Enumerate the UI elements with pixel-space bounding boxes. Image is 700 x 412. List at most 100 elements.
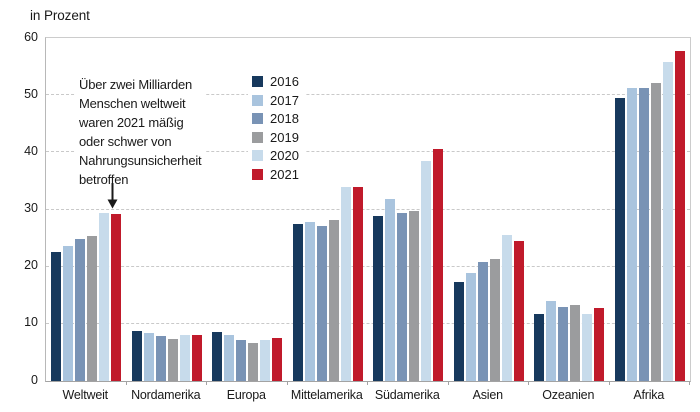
gridline-40 <box>46 151 690 153</box>
legend-item-2018: 2018 <box>252 111 299 126</box>
bar-group-südamerika <box>368 38 449 381</box>
y-axis-tick-label-10: 10 <box>24 315 38 330</box>
legend-swatch-2020 <box>252 150 263 161</box>
bar-group-europa <box>207 38 288 381</box>
bar-afrika-2018 <box>638 88 649 381</box>
bar-nordamerika-2017 <box>143 332 154 381</box>
x-axis-label-europa: Europa <box>226 388 266 402</box>
y-axis-tick-label-40: 40 <box>24 143 38 158</box>
bar-weltweit-2021 <box>111 214 122 381</box>
bar-europa-2019 <box>248 342 259 381</box>
legend-swatch-2017 <box>252 94 263 106</box>
bar-afrika-2021 <box>674 51 685 381</box>
bar-group-afrika <box>610 38 691 381</box>
x-axis-label-weltweit: Weltweit <box>62 388 109 402</box>
bar-weltweit-2016 <box>51 252 62 381</box>
bar-ozeanien-2019 <box>570 304 581 381</box>
x-axis-label-mittelamerika: Mittelamerika <box>290 388 363 402</box>
bar-group-nordamerika <box>127 38 208 381</box>
x-axis-label-afrika: Afrika <box>633 388 665 402</box>
bar-asien-2021 <box>513 240 524 381</box>
x-axis-tick <box>447 381 449 385</box>
legend-swatch-2021 <box>252 168 263 180</box>
legend-item-2017: 2017 <box>252 92 299 108</box>
bar-ozeanien-2016 <box>534 314 545 381</box>
bar-südamerika-2019 <box>409 210 420 381</box>
x-axis-tick <box>608 381 610 385</box>
bar-group-mittelamerika <box>288 38 369 381</box>
bar-afrika-2020 <box>662 62 673 381</box>
bar-asien-2016 <box>453 281 464 381</box>
x-axis-label-südamerika: Südamerika <box>374 388 440 402</box>
bar-ozeanien-2017 <box>546 300 557 381</box>
bar-mittelamerika-2019 <box>328 219 339 381</box>
legend-swatch-2019 <box>252 131 263 143</box>
x-axis-tick <box>367 381 368 385</box>
bar-asien-2019 <box>489 259 500 381</box>
bar-ozeanien-2021 <box>594 308 605 381</box>
bar-europa-2018 <box>236 339 247 381</box>
legend-label-2017: 2017 <box>270 92 299 108</box>
legend-item-2020: 2020 <box>252 148 299 163</box>
x-axis-tick <box>286 381 288 385</box>
bar-afrika-2019 <box>650 82 661 381</box>
bar-europa-2021 <box>272 337 283 381</box>
bar-mittelamerika-2017 <box>304 221 315 381</box>
bar-mittelamerika-2018 <box>316 225 327 381</box>
bar-weltweit-2019 <box>87 236 98 381</box>
bar-group-weltweit <box>46 38 127 381</box>
x-axis-tick <box>528 381 529 385</box>
bar-europa-2020 <box>260 339 271 381</box>
annotation-arrow-icon <box>107 183 118 209</box>
bar-asien-2020 <box>501 234 512 381</box>
chart-title: in Prozent <box>30 8 90 23</box>
gridline-10 <box>46 322 690 324</box>
x-axis-tick <box>125 381 127 385</box>
x-axis-tick <box>689 381 690 385</box>
bar-mittelamerika-2020 <box>340 186 351 381</box>
y-axis-tick-label-30: 30 <box>24 201 38 215</box>
bar-weltweit-2017 <box>63 245 74 381</box>
bar-südamerika-2018 <box>397 212 408 381</box>
legend: 2016 2017 2018 2019 2020 2021 <box>248 73 305 183</box>
bar-südamerika-2017 <box>385 199 396 381</box>
bar-ozeanien-2020 <box>582 314 593 381</box>
bar-mittelamerika-2016 <box>292 224 303 381</box>
y-axis-tick-label-0: 0 <box>31 372 38 387</box>
y-axis-tick-label-20: 20 <box>24 258 38 273</box>
bar-asien-2018 <box>477 261 488 381</box>
gridline-20 <box>46 265 690 267</box>
bar-weltweit-2020 <box>99 212 110 381</box>
bar-asien-2017 <box>465 272 476 381</box>
y-axis-tick-label-60: 60 <box>24 29 38 44</box>
bar-group-ozeanien <box>529 38 610 381</box>
bar-ozeanien-2018 <box>558 306 569 381</box>
bar-mittelamerika-2021 <box>352 187 363 381</box>
x-axis-label-ozeanien: Ozeanien <box>542 388 595 402</box>
bar-südamerika-2021 <box>433 148 444 381</box>
bar-europa-2017 <box>224 334 235 381</box>
bar-nordamerika-2021 <box>191 334 202 381</box>
bar-afrika-2016 <box>614 98 625 381</box>
legend-item-2016: 2016 <box>252 75 299 88</box>
bar-nordamerika-2020 <box>179 334 190 381</box>
legend-label-2020: 2020 <box>270 148 299 163</box>
bar-group-asien <box>449 38 530 381</box>
bar-nordamerika-2018 <box>155 336 166 381</box>
legend-swatch-2018 <box>252 113 263 124</box>
bar-südamerika-2016 <box>373 216 384 381</box>
legend-label-2018: 2018 <box>270 111 299 126</box>
legend-item-2021: 2021 <box>252 168 299 181</box>
y-axis-tick-label-50: 50 <box>24 86 38 101</box>
x-axis-label-asien: Asien <box>472 388 503 402</box>
legend-swatch-2016 <box>252 76 263 87</box>
gridline-30 <box>46 208 690 210</box>
bar-afrika-2017 <box>626 87 637 381</box>
x-axis-tick <box>206 381 207 385</box>
legend-label-2019: 2019 <box>270 129 299 145</box>
bar-südamerika-2020 <box>421 160 432 381</box>
bar-europa-2016 <box>212 331 223 381</box>
plot-area <box>45 37 691 382</box>
x-axis-label-nordamerika: Nordamerika <box>131 388 201 402</box>
